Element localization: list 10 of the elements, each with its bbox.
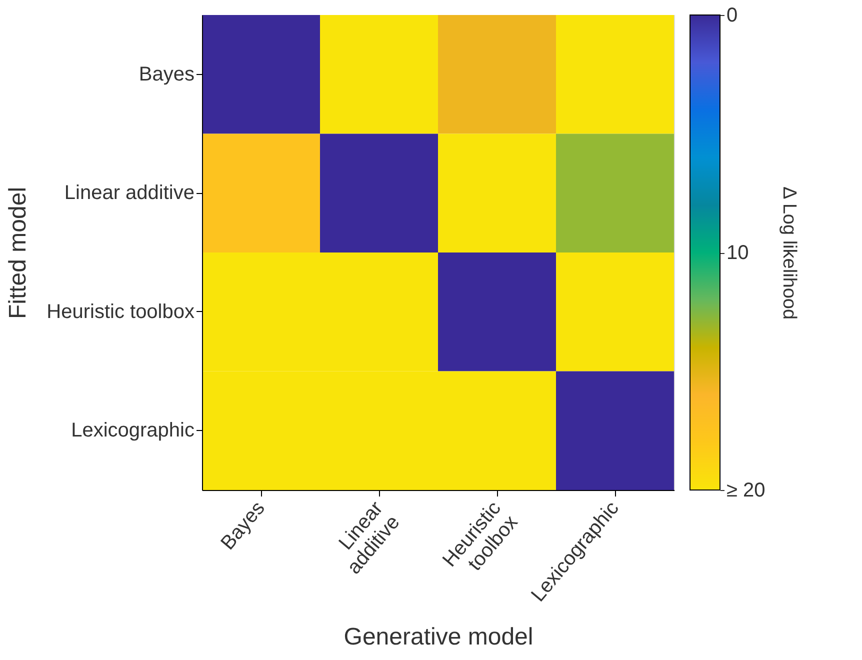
- y-tick-label: Bayes: [138, 63, 194, 86]
- color-bar-label: ≥ 20: [726, 480, 766, 502]
- color-bar-label: 0: [726, 4, 738, 26]
- y-tick-label: Lexicographic: [71, 420, 194, 442]
- color-bar-label: 10: [726, 242, 749, 264]
- x-axis-title: Generative model: [344, 623, 534, 650]
- color-bar-title: Δ Log likelihood: [778, 186, 800, 320]
- y-tick-label: Heuristic toolbox: [46, 300, 194, 323]
- y-tick-label: Linear additive: [64, 182, 194, 204]
- y-axis-title: Fitted model: [4, 186, 32, 320]
